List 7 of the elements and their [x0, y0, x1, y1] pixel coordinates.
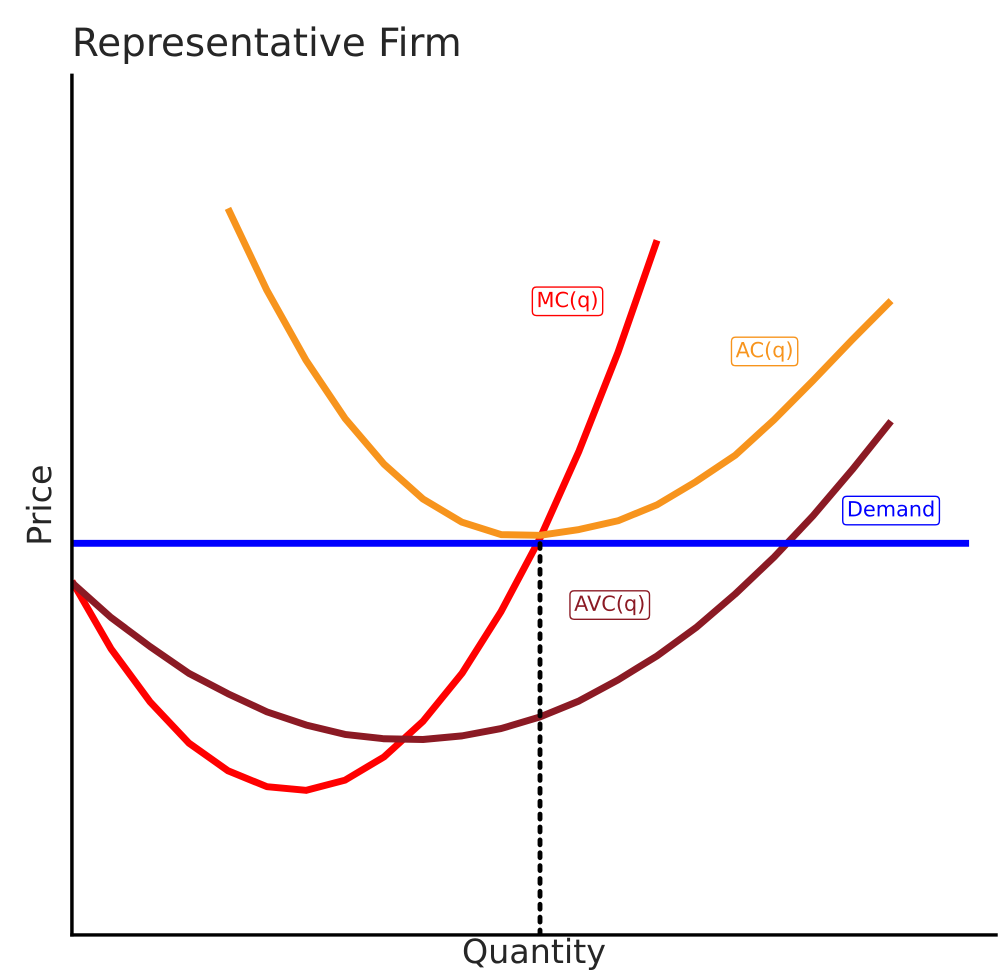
series-label: AVC(q) — [574, 595, 644, 616]
chart-title: Representative Firm — [76, 26, 458, 64]
series-label: Demand — [848, 500, 934, 517]
series-label: MC(q) — [538, 291, 597, 312]
x-axis-title: Quantity — [464, 938, 605, 970]
series-label: AC(q) — [736, 341, 792, 362]
y-axis-title: Price — [26, 466, 52, 543]
